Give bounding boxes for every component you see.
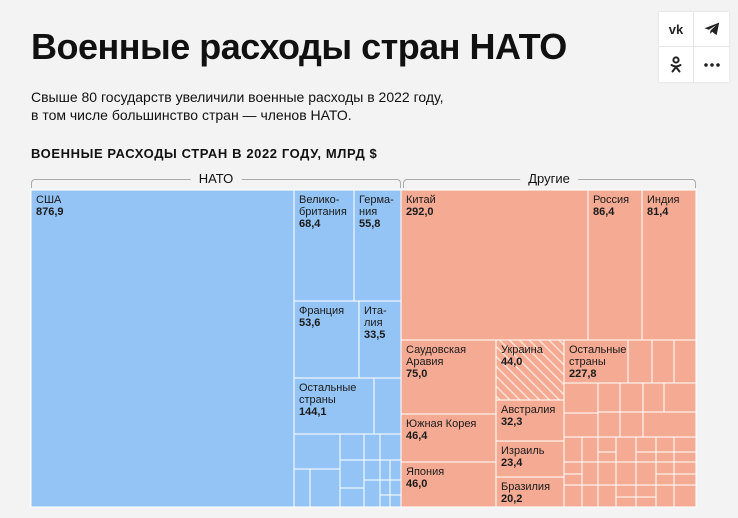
treemap-cell-nato-5-label: Остальные страны 144,1 [299, 382, 356, 418]
treemap-cell-other-3 [400, 339, 497, 415]
page-subtitle: Свыше 80 государств увеличили военные ра… [31, 88, 491, 124]
treemap-cell-other-3-label: Саудовская Аравия 75,0 [406, 344, 466, 380]
treemap-cell-other-1-label: Россия 86,4 [593, 194, 629, 218]
treemap-cell-nato-3 [293, 300, 360, 379]
treemap-cell-other-4-label: Украина 44,0 [501, 344, 544, 368]
treemap-cell-other-8-label: Израиль 23,4 [501, 445, 545, 469]
treemap-cell-other-10 [495, 476, 565, 508]
treemap-cell-other-1 [587, 189, 643, 341]
subtitle-line-1: Свыше 80 государств увеличили военные ра… [31, 89, 444, 105]
treemap-cell-other-8 [495, 440, 565, 478]
more-share-button[interactable] [694, 47, 729, 82]
treemap-cell-other-7 [495, 399, 565, 442]
treemap-cell-nato-1-label: Велико-британия 68,4 [299, 194, 347, 230]
group-label-others: Другие [520, 171, 578, 187]
treemap-cell-nato-4-label: Ита-лия 33,5 [364, 305, 387, 341]
treemap-cell-other-0 [400, 189, 589, 341]
treemap-cell-other-0-label: Китай 292,0 [406, 194, 436, 218]
treemap-cell-other-10-label: Бразилия 20,2 [501, 481, 550, 505]
telegram-icon [704, 22, 719, 36]
treemap-cell-nato-4 [358, 300, 402, 379]
treemap-cell-other-9-label: Япония 46,0 [406, 466, 444, 490]
vk-icon: vk [668, 21, 684, 37]
more-dots-icon [703, 62, 720, 67]
treemap-cell-other-6-label: Южная Корея 46,4 [406, 418, 476, 442]
telegram-share-button[interactable] [694, 12, 729, 47]
ok-share-button[interactable] [659, 47, 694, 82]
chart-title: ВОЕННЫЕ РАСХОДЫ СТРАН В 2022 ГОДУ, МЛРД … [31, 146, 378, 161]
subtitle-line-2: в том числе большинство стран — членов Н… [31, 107, 352, 123]
vk-share-button[interactable]: vk [659, 12, 694, 47]
treemap-cell-nato-2-label: Герма-ния 55,8 [359, 194, 394, 230]
share-panel: vk [659, 12, 729, 82]
odnoklassniki-icon [670, 56, 682, 73]
treemap-cell-other-9 [400, 461, 497, 508]
treemap-cell-nato-3-label: Франция 53,6 [299, 305, 344, 329]
treemap-cell-other-5-label: Остальные страны 227,8 [569, 344, 626, 380]
treemap-cell-other-2 [641, 189, 697, 341]
treemap-cell-other-4 [495, 339, 565, 401]
treemap-cell-other-2-label: Индия 81,4 [647, 194, 680, 218]
group-label-nato: НАТО [190, 171, 242, 187]
treemap-cell-other-7-label: Австралия 32,3 [501, 404, 555, 428]
page-title: Военные расходы стран НАТО [31, 26, 567, 67]
treemap-cell-nato-0-label: США 876,9 [36, 194, 64, 218]
treemap-cell-nato-0 [30, 189, 295, 508]
treemap-cell-nato-5 [293, 377, 402, 508]
